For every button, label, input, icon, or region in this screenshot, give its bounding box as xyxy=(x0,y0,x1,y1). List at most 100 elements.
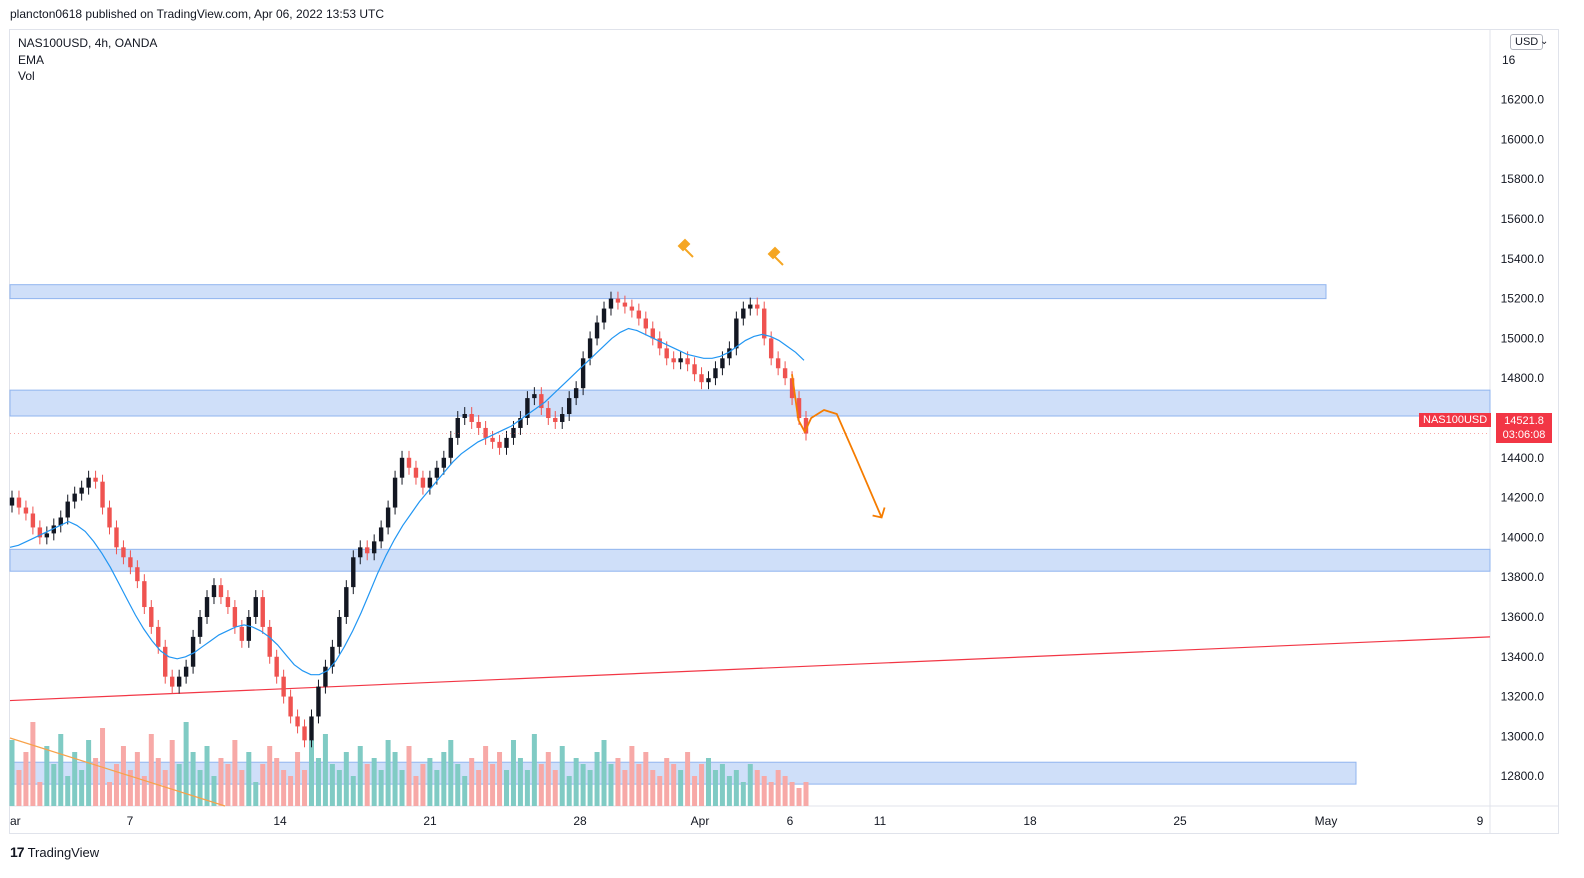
candle-body xyxy=(72,493,77,502)
candle-body xyxy=(93,477,98,482)
volume-bar xyxy=(23,752,29,806)
candle-body xyxy=(16,497,22,508)
candle-body xyxy=(546,408,551,418)
candle-body xyxy=(121,547,126,558)
time-tick-label: 21 xyxy=(423,814,437,828)
time-tick-label: 9 xyxy=(1477,814,1484,828)
symbol-line[interactable]: NAS100USD, 4h, OANDA xyxy=(18,36,158,50)
candle-body xyxy=(518,418,523,428)
volume-bar xyxy=(650,770,656,806)
volume-bar xyxy=(127,770,133,806)
candle-body xyxy=(643,318,649,329)
candle-body xyxy=(629,306,635,311)
volume-bar xyxy=(712,770,718,806)
volume-bar xyxy=(357,746,363,806)
candle-body xyxy=(539,394,544,409)
volume-bar xyxy=(761,776,767,806)
volume-bar xyxy=(580,764,586,806)
tradingview-brand: TradingView xyxy=(27,844,100,860)
price-tick-label: 13400.0 xyxy=(1501,650,1545,664)
volume-bar xyxy=(469,758,475,806)
candle-body xyxy=(197,616,203,637)
candle-body xyxy=(796,398,802,418)
volume-bar xyxy=(664,758,670,806)
chevron-down-icon[interactable]: ⌄ xyxy=(1540,36,1549,47)
candle-body xyxy=(316,686,321,717)
price-tick-label: 15400.0 xyxy=(1501,252,1545,266)
volume-bar xyxy=(768,782,774,806)
currency-button[interactable]: USD xyxy=(1510,34,1544,50)
time-tick-label: Apr xyxy=(691,814,710,828)
candle-body xyxy=(483,427,488,438)
candle-body xyxy=(385,507,391,528)
candle-body xyxy=(706,378,711,383)
volume-bar xyxy=(490,764,496,806)
price-tick-label: 14400.0 xyxy=(1501,451,1545,465)
volume-bar xyxy=(343,752,349,806)
volume-bar xyxy=(141,776,147,806)
volume-bar xyxy=(9,740,15,806)
volume-bar xyxy=(155,758,161,806)
candle-body xyxy=(406,457,412,468)
volume-bar xyxy=(169,740,175,806)
volume-bar xyxy=(274,758,280,806)
candle-body xyxy=(86,477,91,488)
candle-body xyxy=(699,374,704,383)
volume-bar xyxy=(803,782,809,806)
candle-body xyxy=(692,364,697,375)
tradingview-logo[interactable]: 17 TradingView xyxy=(10,844,99,860)
candle-body xyxy=(330,646,335,667)
ema-label[interactable]: EMA xyxy=(18,52,45,67)
candle-body xyxy=(762,308,767,339)
volume-bar xyxy=(93,758,99,806)
candle-body xyxy=(246,616,252,641)
price-tick-label: 12800.0 xyxy=(1501,769,1545,783)
candle-body xyxy=(225,597,231,608)
volume-bar xyxy=(120,746,126,806)
price-tick-label: 15800.0 xyxy=(1501,172,1545,186)
candle-body xyxy=(371,541,377,554)
candle-body xyxy=(782,368,788,379)
price-tick-label: 14200.0 xyxy=(1501,491,1545,505)
volume-bar xyxy=(678,770,684,806)
price-tick-label: 16000.0 xyxy=(1501,132,1545,146)
volume-bar xyxy=(538,764,544,806)
candle-body xyxy=(309,716,314,741)
time-tick-label: 18 xyxy=(1023,814,1037,828)
candle-body xyxy=(741,308,746,319)
candle-body xyxy=(560,414,565,422)
volume-bar xyxy=(719,764,725,806)
downtrend-line xyxy=(9,737,226,807)
candle-body xyxy=(504,437,509,448)
candle-body xyxy=(587,338,593,359)
volume-bar xyxy=(608,764,614,806)
volume-bar xyxy=(308,740,314,806)
volume-bar xyxy=(225,764,231,806)
candle-body xyxy=(566,398,572,415)
candle-body xyxy=(149,607,154,627)
ema-line xyxy=(9,327,805,676)
volume-bar xyxy=(183,722,189,806)
candle-body xyxy=(288,696,293,717)
price-tick-label: 14800.0 xyxy=(1501,371,1545,385)
volume-bar xyxy=(371,758,377,806)
price-tick-label: 13000.0 xyxy=(1501,729,1545,743)
candle-body xyxy=(580,358,586,389)
vol-label[interactable]: Vol xyxy=(18,69,35,83)
volume-bar xyxy=(392,752,398,806)
volume-bar xyxy=(733,770,739,806)
candle-body xyxy=(337,616,342,647)
last-price-tag: 14521.8 03:06:08 xyxy=(1496,413,1552,443)
volume-bar xyxy=(385,740,391,806)
candle-body xyxy=(218,585,224,598)
volume-bar xyxy=(406,746,412,806)
chart-frame[interactable] xyxy=(9,29,1559,834)
candle-body xyxy=(37,527,43,538)
chart-legend: NAS100USD, 4h, OANDA EMA Vol xyxy=(18,35,157,85)
candle-body xyxy=(176,676,182,687)
volume-bar xyxy=(643,752,649,806)
candle-body xyxy=(413,467,419,478)
hammer-icon xyxy=(767,246,784,266)
candle-body xyxy=(358,547,363,558)
